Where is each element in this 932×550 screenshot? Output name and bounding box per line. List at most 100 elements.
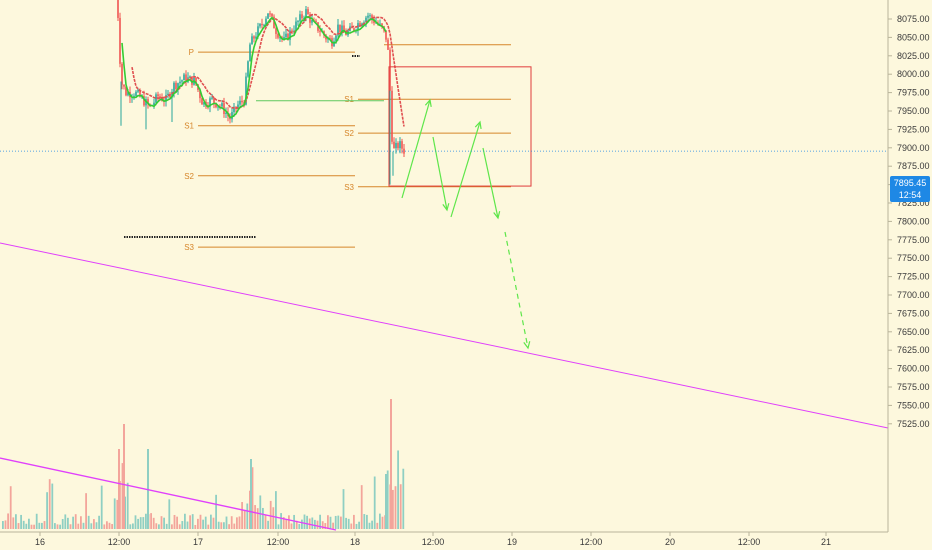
pivot-label-current: S3 [344,183,354,192]
volume-bar [207,524,210,529]
candle-body [127,91,129,96]
candle-body [319,30,321,32]
volume-bar [191,514,194,529]
candle-body [203,101,205,105]
volume-bar [176,516,178,529]
volume-bar [254,505,256,529]
candle-body [385,30,387,40]
volume-bar [98,515,100,529]
candle-body [255,36,257,39]
volume-bar [51,483,54,529]
volume-bar [267,520,269,529]
candle-body [155,94,157,103]
volume-bar [155,523,158,529]
volume-bar [399,484,402,529]
volume-bar [64,514,67,529]
candle-body [133,95,135,97]
volume-bar [332,522,334,529]
volume-bar [87,515,90,529]
volume-bar [168,499,171,529]
candle-body [285,33,287,38]
price-tick-label: 7925.00 [897,124,930,134]
volume-bar [12,517,15,529]
candle-body [271,13,273,17]
candle-body [269,13,271,15]
volume-bar [132,523,134,529]
price-tick-label: 8000.00 [897,69,930,79]
candle-body [175,82,177,89]
candle-body [147,99,149,105]
price-tick-label: 7800.00 [897,216,930,226]
volume-bar [35,513,38,529]
volume-bar [69,524,72,529]
volume-bar [139,517,142,529]
candle-body [247,61,249,77]
volume-bar [210,514,212,529]
price-tick-label: 7600.00 [897,364,930,374]
candle-body [381,23,383,27]
candle-body [125,86,127,96]
volume-bar [392,489,394,529]
volume-bar [345,517,347,529]
candle-body [401,141,403,149]
projection-arrow-line [504,231,529,349]
volume-bar [48,479,51,529]
price-tick-label: 7625.00 [897,345,930,355]
projection-arrowhead [474,120,482,130]
volume-bar [184,513,186,529]
candle-body [315,20,317,23]
price-tick-label: 7725.00 [897,272,930,282]
time-tick-label: 16 [35,537,45,547]
candle-body [329,37,331,39]
price-tick-label: 7550.00 [897,400,930,410]
time-tick-label: 21 [821,537,831,547]
pivot-label-current: S2 [344,129,354,138]
volume-bar [220,522,223,529]
volume-bar [212,517,215,529]
volume-bar [355,523,358,529]
volume-bar [381,516,384,529]
projection-arrow-line [482,147,499,219]
volume-bar [282,517,285,529]
candle-body [169,93,171,98]
volume-bar [215,494,217,529]
volume-bar [334,515,337,529]
volume-bar [301,519,303,529]
volume-bar [223,522,225,529]
price-tick-label: 8050.00 [897,32,930,42]
candle-body [333,41,335,47]
projection-arrowhead [424,98,432,107]
volume-bar [233,523,236,529]
candle-body [275,28,277,34]
volume-bar [228,524,230,529]
volume-bar [28,518,30,529]
volume-bar [324,523,327,529]
candle-body [183,74,185,81]
volume-bar [272,507,275,529]
candle-body [119,17,121,64]
volume-bar [321,521,324,529]
volume-bar [394,486,397,529]
volume-bar [269,500,272,529]
candle-body [387,39,389,50]
volume-bar [134,515,137,529]
candle-body [369,15,371,17]
price-tick-label: 7900.00 [897,143,930,153]
volume-bar [4,520,7,529]
volume-bar [54,523,56,529]
candle-body [267,13,269,19]
volume-bar [25,523,28,529]
candle-body [209,98,211,107]
volume-bar [178,524,181,529]
candle-body [389,49,391,91]
candle-body [165,95,167,102]
candle-body [189,76,191,78]
candle-body [289,30,291,40]
volume-bar [90,523,93,529]
candle-body [359,23,361,26]
volume-bar [358,521,360,529]
volume-bar [61,519,64,529]
price-axis-panel[interactable] [888,0,932,532]
